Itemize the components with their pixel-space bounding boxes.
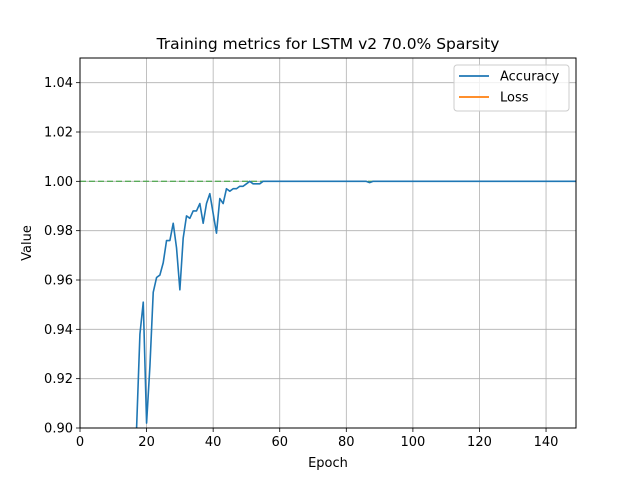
x-tick-label: 120 [467,435,492,450]
x-tick-label: 60 [271,435,288,450]
y-tick-label: 0.98 [44,224,73,239]
y-tick-label: 0.90 [44,422,73,437]
legend: Accuracy Loss [453,64,570,112]
y-tick-label: 1.00 [44,175,73,190]
grid [79,58,576,429]
y-axis-ticks: 0.90 0.92 0.94 0.96 0.98 1.00 1.02 1.04 [44,76,80,437]
x-tick-label: 40 [205,435,222,450]
x-tick-label: 20 [138,435,155,450]
x-tick-label: 140 [534,435,559,450]
series-line-accuracy [135,180,576,428]
chart-title: Training metrics for LSTM v2 70.0% Spars… [156,35,500,53]
y-tick-label: 1.04 [44,76,73,91]
y-tick-label: 0.94 [44,323,73,338]
x-tick-label: 100 [400,435,425,450]
x-axis-ticks: 0 20 40 60 80 100 120 140 [76,428,559,450]
y-tick-label: 0.96 [44,274,73,289]
x-tick-label: 0 [76,435,84,450]
x-axis-label: Epoch [308,456,348,471]
plot-frame [79,57,577,429]
y-axis-label: Value [20,225,35,261]
legend-label-loss: Loss [500,91,529,106]
x-tick-label: 80 [338,435,355,450]
legend-label-accuracy: Accuracy [500,70,560,85]
y-tick-label: 1.02 [44,126,73,141]
series-group [135,180,576,428]
y-tick-label: 0.92 [44,372,73,387]
